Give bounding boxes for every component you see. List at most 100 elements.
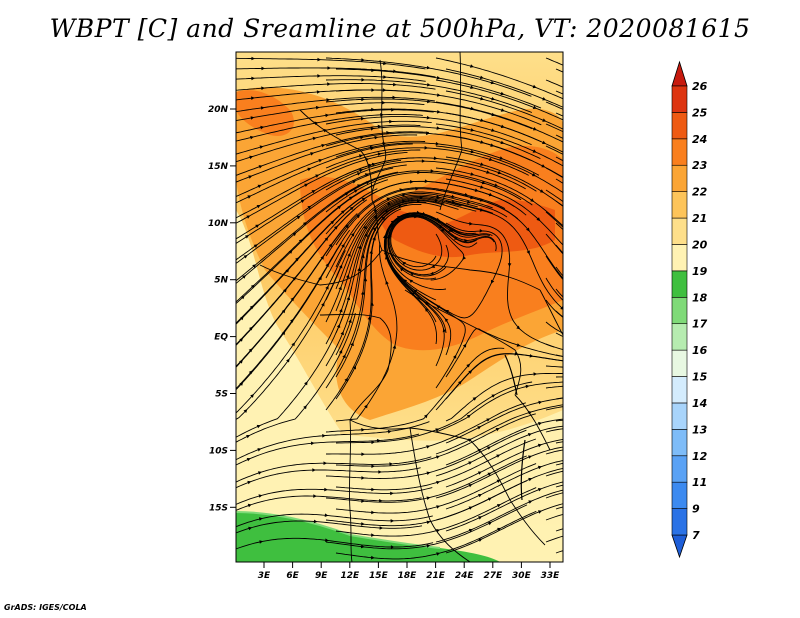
streamline-arrow (313, 519, 318, 524)
lon-tick-label: 9E (315, 571, 328, 581)
streamline-arrow (371, 464, 375, 468)
streamline (435, 167, 563, 227)
streamline-arrow (364, 404, 368, 409)
streamline-arrow (382, 234, 387, 239)
streamline-arrow (376, 438, 381, 443)
streamline-arrow (342, 354, 346, 359)
streamline (435, 101, 563, 143)
streamline-arrow (410, 272, 414, 276)
colorbar-label: 7 (692, 529, 700, 542)
streamline-arrow (363, 225, 367, 230)
streamline-arrow (416, 210, 421, 215)
streamline-arrow (381, 216, 386, 221)
streamline-arrow (500, 108, 505, 112)
streamline-arrow (387, 202, 391, 206)
streamline-arrow (390, 220, 395, 224)
streamline (545, 101, 563, 110)
temperature-field-17c (236, 512, 500, 562)
streamline-arrow (361, 291, 365, 295)
colorbar-label: 11 (692, 476, 707, 489)
streamline-arrow (312, 136, 317, 141)
lon-tick-label: 6E (286, 571, 299, 581)
streamline-arrow (490, 80, 495, 85)
streamline-arrow (258, 517, 263, 521)
streamline-arrow (365, 181, 370, 185)
colorbar-label: 26 (692, 80, 708, 93)
streamline (445, 460, 563, 510)
streamline-arrow (532, 105, 537, 109)
streamline (545, 343, 563, 351)
streamline-arrow (358, 154, 363, 158)
streamline-arrow (285, 268, 290, 273)
streamline-arrow (346, 274, 350, 279)
colorbar-label: 12 (692, 450, 708, 463)
streamline-arrow (436, 552, 441, 556)
streamline-arrow (239, 316, 244, 321)
streamline-arrow (250, 135, 254, 140)
streamline-arrow (389, 462, 393, 466)
streamline-arrow (416, 198, 421, 203)
streamline-arrow (317, 74, 321, 78)
streamline-arrow (322, 434, 326, 438)
streamline-arrow (371, 555, 375, 560)
streamline-arrow (325, 263, 329, 267)
colorbar-swatch (671, 244, 688, 272)
streamline-arrow (367, 316, 372, 320)
streamline-arrow (451, 200, 456, 204)
streamline-arrow (495, 428, 500, 432)
streamline-arrow (361, 78, 365, 82)
streamline-arrow (247, 503, 252, 508)
streamline-arrow (325, 285, 329, 290)
streamline-arrow (426, 65, 431, 70)
streamline-arrow (436, 110, 441, 114)
streamline-arrow (397, 216, 401, 220)
streamline-arrow (261, 66, 265, 71)
streamline-arrow (324, 513, 329, 517)
streamline-arrow (346, 296, 351, 301)
streamline-arrow (500, 140, 505, 145)
streamline-arrow (326, 98, 331, 102)
streamline-arrow (435, 217, 440, 222)
streamline-arrow (368, 163, 373, 168)
streamline-arrow (247, 195, 252, 199)
streamline-arrow (361, 58, 365, 62)
streamline (545, 189, 563, 203)
streamline (545, 406, 563, 411)
streamline-arrow (491, 279, 495, 284)
streamline-arrow (480, 140, 485, 144)
streamline-arrow (361, 97, 365, 102)
streamline-arrow (385, 210, 389, 214)
streamline-arrow (436, 194, 440, 199)
streamline-arrow (353, 189, 358, 193)
streamline-arrow (314, 121, 319, 125)
streamline-arrow (371, 107, 375, 112)
streamline-arrow (251, 76, 255, 81)
streamline-arrow (533, 372, 538, 376)
streamline-arrow (260, 106, 265, 110)
streamline-arrow (337, 205, 342, 210)
colorbar-swatch (671, 508, 688, 536)
streamline-arrow (474, 188, 479, 192)
streamline (545, 385, 563, 389)
streamline (545, 449, 563, 455)
streamline-arrow (466, 414, 471, 419)
streamline-arrow (400, 267, 404, 272)
streamline-arrow (239, 382, 244, 386)
temperature-field-24c-northwest (236, 90, 294, 136)
streamline (555, 462, 563, 466)
streamline-arrow (541, 164, 546, 168)
streamline-arrow (491, 394, 496, 398)
streamline-arrow (324, 237, 329, 241)
streamline-arrow (349, 206, 354, 211)
streamline-arrow (491, 128, 495, 132)
streamline (445, 178, 563, 246)
streamline-arrow (246, 215, 251, 219)
streamline-arrow (256, 424, 261, 429)
colorbar-label: 23 (692, 159, 708, 172)
streamline-arrow (494, 183, 499, 187)
streamline-arrow (341, 243, 345, 248)
streamline-arrow (371, 162, 376, 167)
streamline-arrow (566, 283, 570, 287)
streamline-arrow (470, 64, 474, 68)
streamline-arrow (303, 222, 307, 226)
